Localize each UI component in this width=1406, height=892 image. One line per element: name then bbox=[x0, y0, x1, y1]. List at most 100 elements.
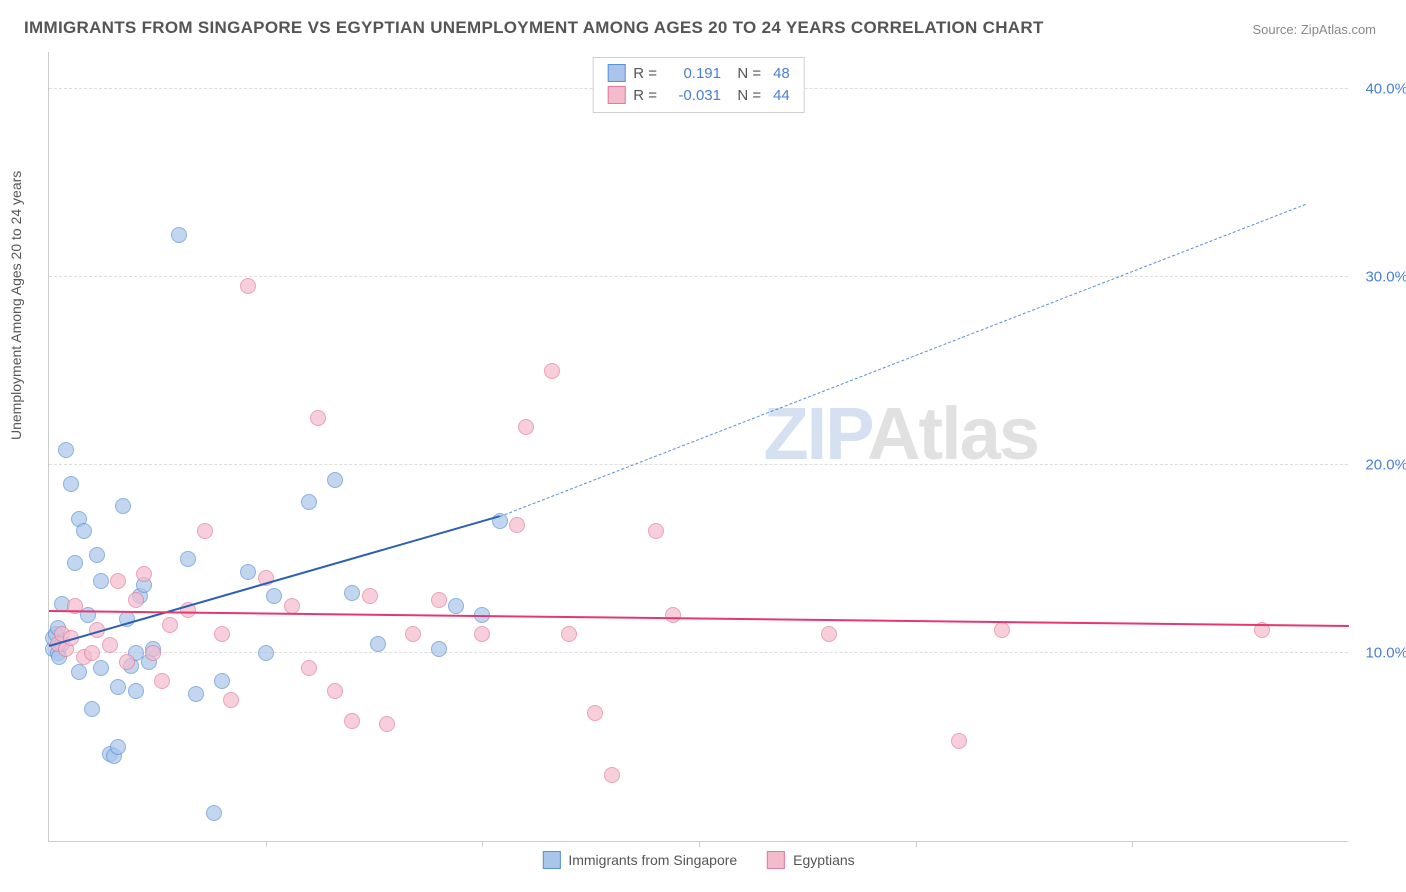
chart-title: IMMIGRANTS FROM SINGAPORE VS EGYPTIAN UN… bbox=[24, 18, 1044, 38]
data-point bbox=[301, 660, 317, 676]
data-point bbox=[951, 733, 967, 749]
r-label: R = bbox=[633, 65, 657, 82]
data-point bbox=[266, 588, 282, 604]
n-value-egyptians: 44 bbox=[773, 87, 790, 104]
x-tick bbox=[266, 841, 267, 847]
r-value-egyptians: -0.031 bbox=[665, 87, 721, 104]
n-label: N = bbox=[729, 65, 761, 82]
swatch-singapore bbox=[607, 64, 625, 82]
data-point bbox=[84, 701, 100, 717]
data-point bbox=[327, 683, 343, 699]
data-point bbox=[162, 617, 178, 633]
x-tick bbox=[482, 841, 483, 847]
data-point bbox=[344, 585, 360, 601]
r-value-singapore: 0.191 bbox=[665, 65, 721, 82]
data-point bbox=[518, 419, 534, 435]
data-point bbox=[240, 278, 256, 294]
data-point bbox=[821, 626, 837, 642]
data-point bbox=[431, 641, 447, 657]
r-label: R = bbox=[633, 87, 657, 104]
data-point bbox=[301, 494, 317, 510]
gridline-h bbox=[49, 652, 1348, 653]
scatter-plot-area: ZIPAtlas R = 0.191 N = 48 R = -0.031 N =… bbox=[48, 52, 1348, 842]
data-point bbox=[154, 673, 170, 689]
x-tick bbox=[699, 841, 700, 847]
stats-row-singapore: R = 0.191 N = 48 bbox=[607, 62, 790, 84]
data-point bbox=[63, 476, 79, 492]
data-point bbox=[128, 683, 144, 699]
data-point bbox=[448, 598, 464, 614]
y-tick-label: 30.0% bbox=[1365, 268, 1406, 285]
legend-item-singapore: Immigrants from Singapore bbox=[542, 851, 737, 869]
source-attribution: Source: ZipAtlas.com bbox=[1252, 22, 1376, 37]
data-point bbox=[93, 660, 109, 676]
data-point bbox=[206, 805, 222, 821]
data-point bbox=[110, 739, 126, 755]
data-point bbox=[665, 607, 681, 623]
data-point bbox=[587, 705, 603, 721]
gridline-h bbox=[49, 464, 1348, 465]
data-point bbox=[474, 626, 490, 642]
data-point bbox=[71, 664, 87, 680]
watermark-atlas: Atlas bbox=[867, 392, 1038, 475]
trend-line bbox=[499, 204, 1305, 517]
data-point bbox=[223, 692, 239, 708]
stats-row-egyptians: R = -0.031 N = 44 bbox=[607, 84, 790, 106]
y-tick-label: 40.0% bbox=[1365, 80, 1406, 97]
data-point bbox=[128, 592, 144, 608]
data-point bbox=[344, 713, 360, 729]
data-point bbox=[431, 592, 447, 608]
data-point bbox=[188, 686, 204, 702]
x-tick bbox=[1132, 841, 1133, 847]
data-point bbox=[214, 626, 230, 642]
gridline-h bbox=[49, 276, 1348, 277]
data-point bbox=[214, 673, 230, 689]
y-tick-label: 20.0% bbox=[1365, 456, 1406, 473]
data-point bbox=[110, 573, 126, 589]
legend-swatch-egyptians bbox=[767, 851, 785, 869]
y-axis-label: Unemployment Among Ages 20 to 24 years bbox=[8, 171, 24, 440]
swatch-egyptians bbox=[607, 86, 625, 104]
series-legend: Immigrants from Singapore Egyptians bbox=[542, 851, 854, 869]
data-point bbox=[93, 573, 109, 589]
x-tick bbox=[916, 841, 917, 847]
data-point bbox=[180, 551, 196, 567]
data-point bbox=[76, 523, 92, 539]
n-value-singapore: 48 bbox=[773, 65, 790, 82]
legend-item-egyptians: Egyptians bbox=[767, 851, 854, 869]
data-point bbox=[648, 523, 664, 539]
data-point bbox=[197, 523, 213, 539]
data-point bbox=[171, 227, 187, 243]
legend-label-singapore: Immigrants from Singapore bbox=[568, 852, 737, 868]
data-point bbox=[994, 622, 1010, 638]
data-point bbox=[119, 654, 135, 670]
data-point bbox=[258, 645, 274, 661]
data-point bbox=[102, 637, 118, 653]
legend-swatch-singapore bbox=[542, 851, 560, 869]
trend-line bbox=[49, 610, 1349, 627]
data-point bbox=[67, 555, 83, 571]
data-point bbox=[509, 517, 525, 533]
data-point bbox=[58, 442, 74, 458]
data-point bbox=[310, 410, 326, 426]
data-point bbox=[379, 716, 395, 732]
data-point bbox=[327, 472, 343, 488]
correlation-stats-box: R = 0.191 N = 48 R = -0.031 N = 44 bbox=[592, 57, 805, 113]
data-point bbox=[240, 564, 256, 580]
data-point bbox=[405, 626, 421, 642]
data-point bbox=[362, 588, 378, 604]
data-point bbox=[544, 363, 560, 379]
data-point bbox=[84, 645, 100, 661]
data-point bbox=[604, 767, 620, 783]
data-point bbox=[145, 645, 161, 661]
data-point bbox=[136, 566, 152, 582]
data-point bbox=[370, 636, 386, 652]
data-point bbox=[89, 547, 105, 563]
legend-label-egyptians: Egyptians bbox=[793, 852, 854, 868]
data-point bbox=[110, 679, 126, 695]
watermark-zip: ZIP bbox=[763, 392, 867, 475]
data-point bbox=[561, 626, 577, 642]
n-label: N = bbox=[729, 87, 761, 104]
data-point bbox=[284, 598, 300, 614]
data-point bbox=[115, 498, 131, 514]
